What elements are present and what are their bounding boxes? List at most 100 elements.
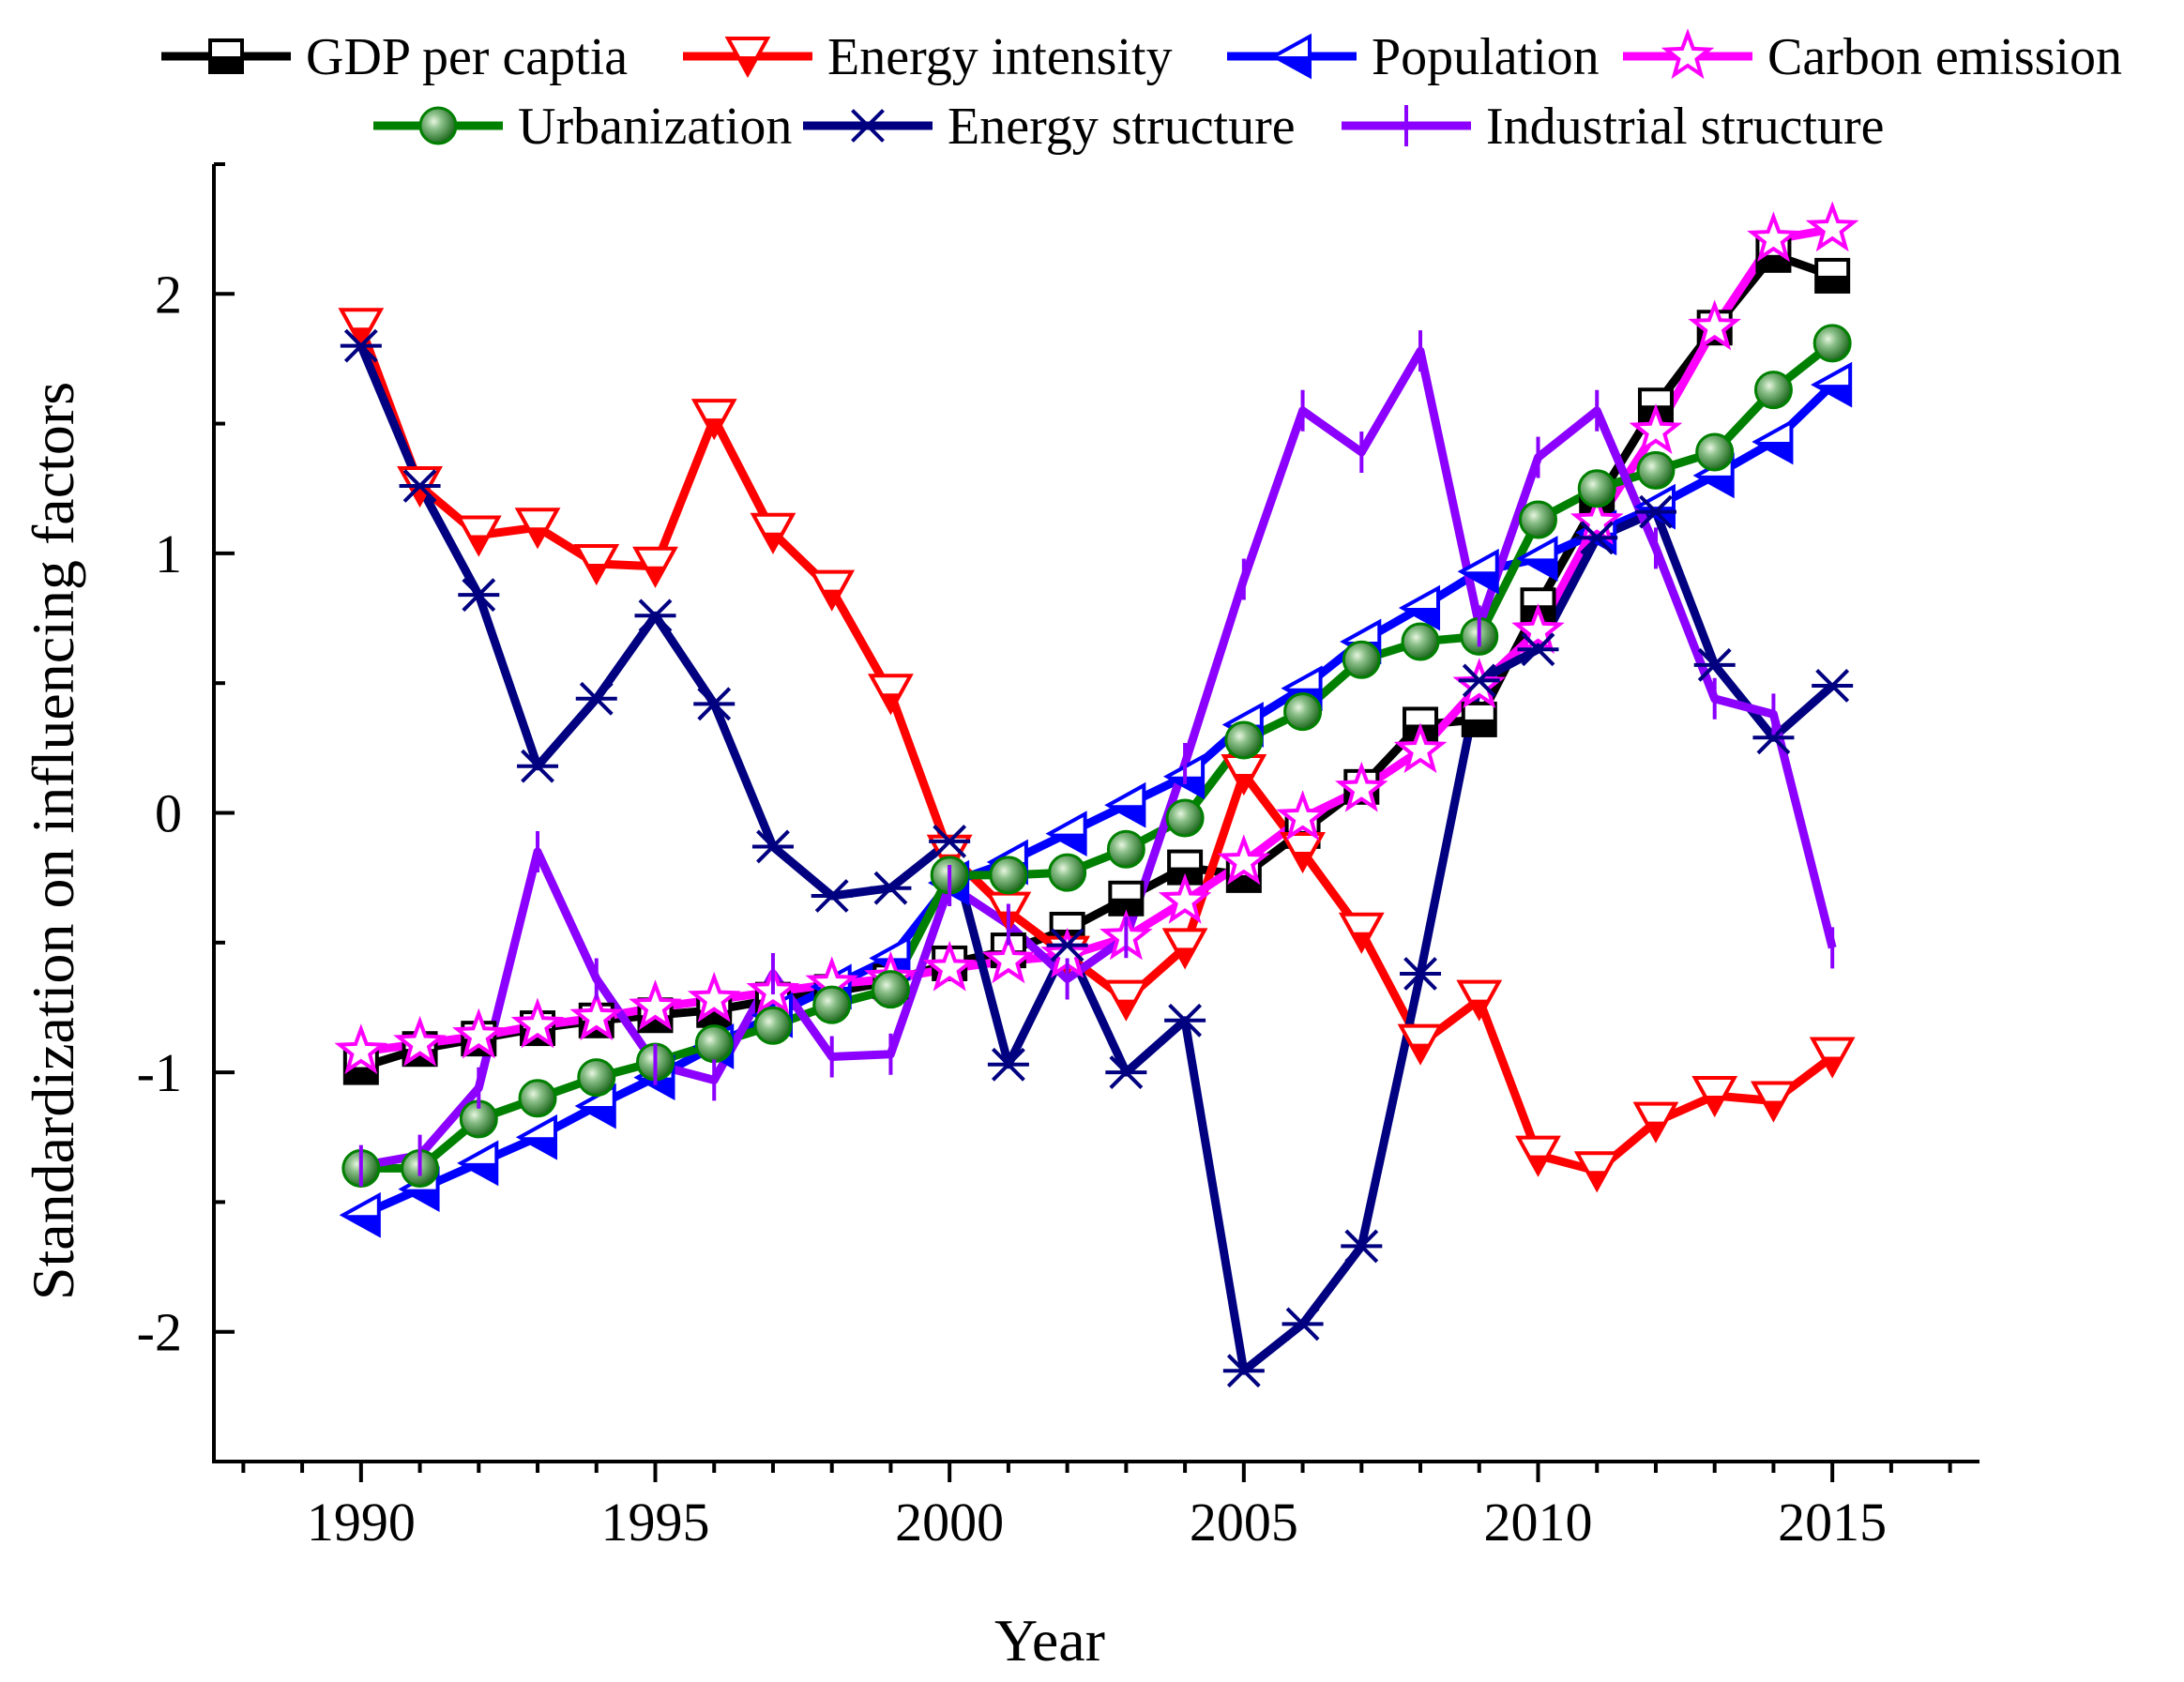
data-point-urbanization: [694, 1024, 734, 1064]
data-point-energy-structure: [929, 825, 971, 858]
data-point-energy-intensity: [1809, 1037, 1856, 1079]
data-point-carbon-emission: [1276, 790, 1329, 841]
legend-marker: [847, 109, 888, 143]
legend-marker: [1269, 33, 1312, 80]
data-point-carbon-emission: [393, 1015, 447, 1067]
y-tick-label: 1: [155, 523, 182, 584]
data-point-energy-structure: [987, 1047, 1029, 1082]
series-line-carbon-emission: [360, 224, 1833, 1056]
data-point-carbon-emission: [1158, 872, 1212, 924]
legend-label: Energy structure: [948, 98, 1296, 156]
data-point-energy-structure: [1341, 1229, 1383, 1264]
data-point-gdp-per-captia: [1814, 257, 1851, 294]
data-point-energy-intensity: [1102, 979, 1149, 1022]
data-point-energy-structure: [634, 599, 676, 633]
x-tick-label: 2010: [1484, 1492, 1593, 1553]
data-point-urbanization: [812, 985, 852, 1024]
data-point-energy-structure: [399, 469, 441, 503]
data-point-carbon-emission: [1452, 658, 1507, 709]
axes: -2 -1 0 1 2 1990 1995 2000 2005 2010 2015: [137, 162, 1979, 1553]
y-tick-label: -2: [137, 1302, 182, 1363]
data-point-population: [574, 1083, 616, 1129]
data-point-carbon-emission: [687, 971, 741, 1023]
data-point-energy-intensity: [750, 512, 796, 554]
legend-item-industrial-structure: Industrial structure: [1342, 98, 1885, 156]
data-point-energy-structure: [517, 749, 559, 783]
data-point-energy-structure: [693, 687, 736, 721]
data-point-carbon-emission: [1335, 761, 1388, 812]
data-point-gdp-per-captia: [1461, 701, 1497, 737]
data-point-carbon-emission: [334, 1023, 388, 1075]
data-point-energy-intensity: [1515, 1135, 1561, 1177]
data-point-energy-structure: [1222, 1354, 1265, 1388]
data-point-energy-intensity: [1338, 912, 1385, 954]
x-tick-label: 2015: [1778, 1492, 1887, 1553]
data-point-energy-intensity: [1573, 1151, 1620, 1193]
series-line-urbanization: [360, 340, 1835, 1173]
data-point-energy-structure: [1752, 720, 1795, 755]
data-point-urbanization: [1695, 432, 1735, 472]
data-point-urbanization: [1224, 720, 1264, 760]
legend-label: Urbanization: [518, 98, 792, 156]
legend-item-gdp-per-captia: GDP per captia: [161, 28, 628, 86]
data-point-urbanization: [989, 856, 1028, 895]
data-point-carbon-emission: [569, 990, 624, 1041]
data-point-energy-intensity: [1280, 831, 1326, 874]
data-point-carbon-emission: [1747, 211, 1800, 263]
y-axis-title: Standardization on influencing factors: [20, 382, 86, 1300]
data-point-urbanization: [1048, 853, 1087, 892]
data-point-energy-intensity: [1632, 1101, 1679, 1144]
data-point-energy-intensity: [455, 515, 502, 557]
data-point-carbon-emission: [629, 979, 682, 1031]
data-point-carbon-emission: [1629, 403, 1683, 454]
data-point-population: [1104, 781, 1146, 828]
data-point-energy-structure: [1282, 1307, 1324, 1341]
x-tick-label: 2005: [1190, 1492, 1298, 1553]
y-tick-label: 0: [155, 783, 182, 844]
data-point-energy-structure: [340, 328, 382, 363]
legend-item-urbanization: Urbanization: [373, 98, 792, 156]
data-point-urbanization: [871, 970, 910, 1009]
legend-marker: [418, 106, 458, 145]
legend-label: GDP per captia: [306, 28, 628, 86]
data-point-urbanization: [1165, 798, 1205, 838]
x-axis-title: Year: [994, 1607, 1105, 1674]
data-point-gdp-per-captia: [1108, 880, 1145, 917]
legend-marker: [724, 37, 771, 79]
data-point-energy-structure: [1164, 1003, 1206, 1038]
data-point-urbanization: [1577, 469, 1616, 508]
data-point-urbanization: [577, 1058, 616, 1098]
y-tick-label: -1: [137, 1042, 182, 1103]
data-point-energy-intensity: [1397, 1023, 1444, 1066]
legend-item-population: Population: [1227, 28, 1600, 86]
data-point-population: [1516, 536, 1558, 582]
data-point-urbanization: [1753, 371, 1793, 410]
data-point-population: [457, 1140, 499, 1187]
legend-marker: [1661, 28, 1715, 80]
data-point-energy-structure: [575, 681, 617, 716]
plot-area: [356, 224, 1837, 1375]
data-point-carbon-emission: [1393, 722, 1448, 774]
legend: GDP per captia Energy intensity Population…: [161, 28, 2122, 156]
data-point-carbon-emission: [1511, 603, 1565, 654]
series-line-energy-structure: [356, 343, 1836, 1375]
data-point-energy-structure: [1517, 632, 1559, 667]
data-point-energy-structure: [1812, 669, 1854, 703]
legend-label: Carbon emission: [1767, 28, 2122, 86]
legend-item-carbon-emission: Carbon emission: [1623, 28, 2122, 86]
data-point-energy-structure: [1458, 663, 1500, 698]
data-point-energy-structure: [1400, 957, 1442, 991]
data-point-carbon-emission: [1217, 834, 1271, 886]
data-point-energy-structure: [870, 871, 912, 905]
data-point-energy-intensity: [573, 543, 620, 586]
data-point-population: [1045, 811, 1087, 857]
data-point-carbon-emission: [922, 940, 977, 992]
data-point-energy-structure: [1576, 521, 1618, 555]
data-point-carbon-emission: [1570, 493, 1624, 545]
data-point-energy-intensity: [1751, 1081, 1797, 1123]
data-point-population: [1398, 584, 1441, 631]
data-point-urbanization: [1636, 450, 1676, 490]
data-point-energy-intensity: [1161, 928, 1208, 970]
data-point-urbanization: [1401, 622, 1440, 661]
